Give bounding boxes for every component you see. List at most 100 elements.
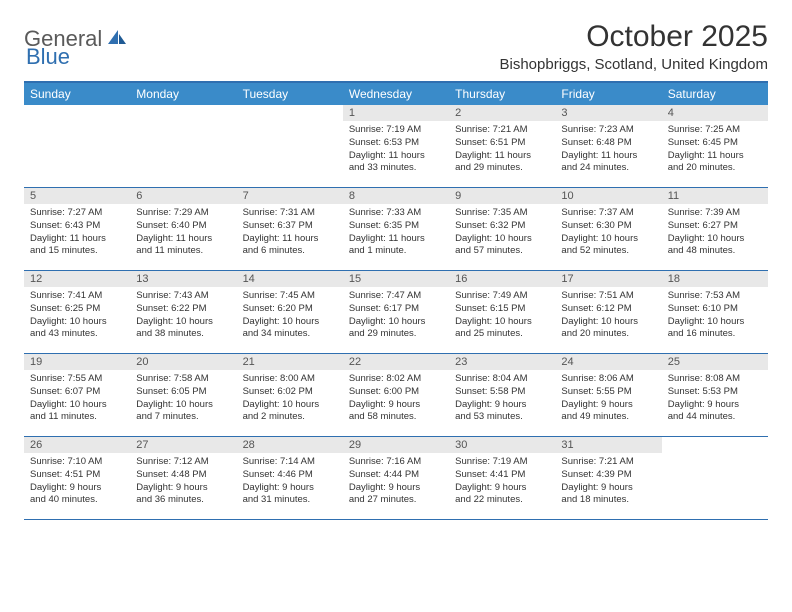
day-number: 29	[343, 437, 449, 453]
day-cell: 1Sunrise: 7:19 AMSunset: 6:53 PMDaylight…	[343, 105, 449, 187]
day-content: Sunrise: 7:23 AMSunset: 6:48 PMDaylight:…	[555, 121, 661, 179]
day-content: Sunrise: 7:10 AMSunset: 4:51 PMDaylight:…	[24, 453, 130, 511]
day-number: 8	[343, 188, 449, 204]
day-content: Sunrise: 7:35 AMSunset: 6:32 PMDaylight:…	[449, 204, 555, 262]
day-number: 2	[449, 105, 555, 121]
day-number: 9	[449, 188, 555, 204]
day-number: 31	[555, 437, 661, 453]
day-number: 3	[555, 105, 661, 121]
calendar: SundayMondayTuesdayWednesdayThursdayFrid…	[24, 81, 768, 520]
day-cell: 5Sunrise: 7:27 AMSunset: 6:43 PMDaylight…	[24, 188, 130, 270]
day-cell: 22Sunrise: 8:02 AMSunset: 6:00 PMDayligh…	[343, 354, 449, 436]
day-number: 6	[130, 188, 236, 204]
logo-sail-icon	[106, 28, 128, 51]
week-row: 5Sunrise: 7:27 AMSunset: 6:43 PMDaylight…	[24, 188, 768, 271]
day-cell: 24Sunrise: 8:06 AMSunset: 5:55 PMDayligh…	[555, 354, 661, 436]
day-number: 21	[237, 354, 343, 370]
day-header-cell: Thursday	[449, 83, 555, 105]
day-cell: 12Sunrise: 7:41 AMSunset: 6:25 PMDayligh…	[24, 271, 130, 353]
day-header-cell: Sunday	[24, 83, 130, 105]
day-cell: 20Sunrise: 7:58 AMSunset: 6:05 PMDayligh…	[130, 354, 236, 436]
day-cell	[24, 105, 130, 187]
day-content: Sunrise: 7:49 AMSunset: 6:15 PMDaylight:…	[449, 287, 555, 345]
day-content: Sunrise: 7:21 AMSunset: 6:51 PMDaylight:…	[449, 121, 555, 179]
day-number: 20	[130, 354, 236, 370]
day-number: 1	[343, 105, 449, 121]
day-cell: 11Sunrise: 7:39 AMSunset: 6:27 PMDayligh…	[662, 188, 768, 270]
day-number: 15	[343, 271, 449, 287]
day-content: Sunrise: 8:08 AMSunset: 5:53 PMDaylight:…	[662, 370, 768, 428]
day-content: Sunrise: 8:06 AMSunset: 5:55 PMDaylight:…	[555, 370, 661, 428]
day-cell: 8Sunrise: 7:33 AMSunset: 6:35 PMDaylight…	[343, 188, 449, 270]
day-content: Sunrise: 7:29 AMSunset: 6:40 PMDaylight:…	[130, 204, 236, 262]
day-cell	[237, 105, 343, 187]
day-cell: 4Sunrise: 7:25 AMSunset: 6:45 PMDaylight…	[662, 105, 768, 187]
day-header-cell: Monday	[130, 83, 236, 105]
day-number: 28	[237, 437, 343, 453]
day-content: Sunrise: 8:02 AMSunset: 6:00 PMDaylight:…	[343, 370, 449, 428]
day-content: Sunrise: 7:58 AMSunset: 6:05 PMDaylight:…	[130, 370, 236, 428]
day-content: Sunrise: 7:53 AMSunset: 6:10 PMDaylight:…	[662, 287, 768, 345]
day-number: 24	[555, 354, 661, 370]
day-content: Sunrise: 7:47 AMSunset: 6:17 PMDaylight:…	[343, 287, 449, 345]
day-cell: 19Sunrise: 7:55 AMSunset: 6:07 PMDayligh…	[24, 354, 130, 436]
day-cell: 17Sunrise: 7:51 AMSunset: 6:12 PMDayligh…	[555, 271, 661, 353]
week-row: 19Sunrise: 7:55 AMSunset: 6:07 PMDayligh…	[24, 354, 768, 437]
day-number: 4	[662, 105, 768, 121]
day-content: Sunrise: 7:33 AMSunset: 6:35 PMDaylight:…	[343, 204, 449, 262]
day-number: 13	[130, 271, 236, 287]
day-cell: 27Sunrise: 7:12 AMSunset: 4:48 PMDayligh…	[130, 437, 236, 519]
day-number: 10	[555, 188, 661, 204]
logo-text-blue: Blue	[26, 44, 70, 69]
day-number: 18	[662, 271, 768, 287]
day-content: Sunrise: 7:43 AMSunset: 6:22 PMDaylight:…	[130, 287, 236, 345]
day-content: Sunrise: 8:04 AMSunset: 5:58 PMDaylight:…	[449, 370, 555, 428]
day-content: Sunrise: 7:31 AMSunset: 6:37 PMDaylight:…	[237, 204, 343, 262]
day-content: Sunrise: 7:39 AMSunset: 6:27 PMDaylight:…	[662, 204, 768, 262]
day-content: Sunrise: 7:19 AMSunset: 4:41 PMDaylight:…	[449, 453, 555, 511]
day-header-cell: Friday	[555, 83, 661, 105]
day-cell: 6Sunrise: 7:29 AMSunset: 6:40 PMDaylight…	[130, 188, 236, 270]
day-content: Sunrise: 7:14 AMSunset: 4:46 PMDaylight:…	[237, 453, 343, 511]
day-content: Sunrise: 7:45 AMSunset: 6:20 PMDaylight:…	[237, 287, 343, 345]
day-content: Sunrise: 7:27 AMSunset: 6:43 PMDaylight:…	[24, 204, 130, 262]
day-cell: 29Sunrise: 7:16 AMSunset: 4:44 PMDayligh…	[343, 437, 449, 519]
day-number: 26	[24, 437, 130, 453]
day-content: Sunrise: 7:25 AMSunset: 6:45 PMDaylight:…	[662, 121, 768, 179]
week-row: 26Sunrise: 7:10 AMSunset: 4:51 PMDayligh…	[24, 437, 768, 520]
day-cell: 23Sunrise: 8:04 AMSunset: 5:58 PMDayligh…	[449, 354, 555, 436]
day-number: 22	[343, 354, 449, 370]
day-number: 17	[555, 271, 661, 287]
day-cell: 3Sunrise: 7:23 AMSunset: 6:48 PMDaylight…	[555, 105, 661, 187]
day-number: 11	[662, 188, 768, 204]
day-number: 27	[130, 437, 236, 453]
day-content: Sunrise: 7:41 AMSunset: 6:25 PMDaylight:…	[24, 287, 130, 345]
day-cell: 15Sunrise: 7:47 AMSunset: 6:17 PMDayligh…	[343, 271, 449, 353]
day-cell: 9Sunrise: 7:35 AMSunset: 6:32 PMDaylight…	[449, 188, 555, 270]
day-header-cell: Wednesday	[343, 83, 449, 105]
day-header-cell: Saturday	[662, 83, 768, 105]
week-row: 1Sunrise: 7:19 AMSunset: 6:53 PMDaylight…	[24, 105, 768, 188]
day-cell: 21Sunrise: 8:00 AMSunset: 6:02 PMDayligh…	[237, 354, 343, 436]
day-content: Sunrise: 7:19 AMSunset: 6:53 PMDaylight:…	[343, 121, 449, 179]
week-row: 12Sunrise: 7:41 AMSunset: 6:25 PMDayligh…	[24, 271, 768, 354]
day-content: Sunrise: 7:21 AMSunset: 4:39 PMDaylight:…	[555, 453, 661, 511]
day-number: 30	[449, 437, 555, 453]
day-cell: 13Sunrise: 7:43 AMSunset: 6:22 PMDayligh…	[130, 271, 236, 353]
day-cell: 25Sunrise: 8:08 AMSunset: 5:53 PMDayligh…	[662, 354, 768, 436]
header: General October 2025 Bishopbriggs, Scotl…	[24, 20, 768, 73]
day-cell: 10Sunrise: 7:37 AMSunset: 6:30 PMDayligh…	[555, 188, 661, 270]
day-number: 12	[24, 271, 130, 287]
day-number: 19	[24, 354, 130, 370]
day-header-cell: Tuesday	[237, 83, 343, 105]
day-cell: 2Sunrise: 7:21 AMSunset: 6:51 PMDaylight…	[449, 105, 555, 187]
day-cell: 30Sunrise: 7:19 AMSunset: 4:41 PMDayligh…	[449, 437, 555, 519]
day-content: Sunrise: 8:00 AMSunset: 6:02 PMDaylight:…	[237, 370, 343, 428]
day-cell	[662, 437, 768, 519]
day-cell: 18Sunrise: 7:53 AMSunset: 6:10 PMDayligh…	[662, 271, 768, 353]
day-content: Sunrise: 7:55 AMSunset: 6:07 PMDaylight:…	[24, 370, 130, 428]
day-number: 7	[237, 188, 343, 204]
day-cell: 14Sunrise: 7:45 AMSunset: 6:20 PMDayligh…	[237, 271, 343, 353]
title-block: October 2025 Bishopbriggs, Scotland, Uni…	[500, 20, 769, 73]
day-number: 14	[237, 271, 343, 287]
